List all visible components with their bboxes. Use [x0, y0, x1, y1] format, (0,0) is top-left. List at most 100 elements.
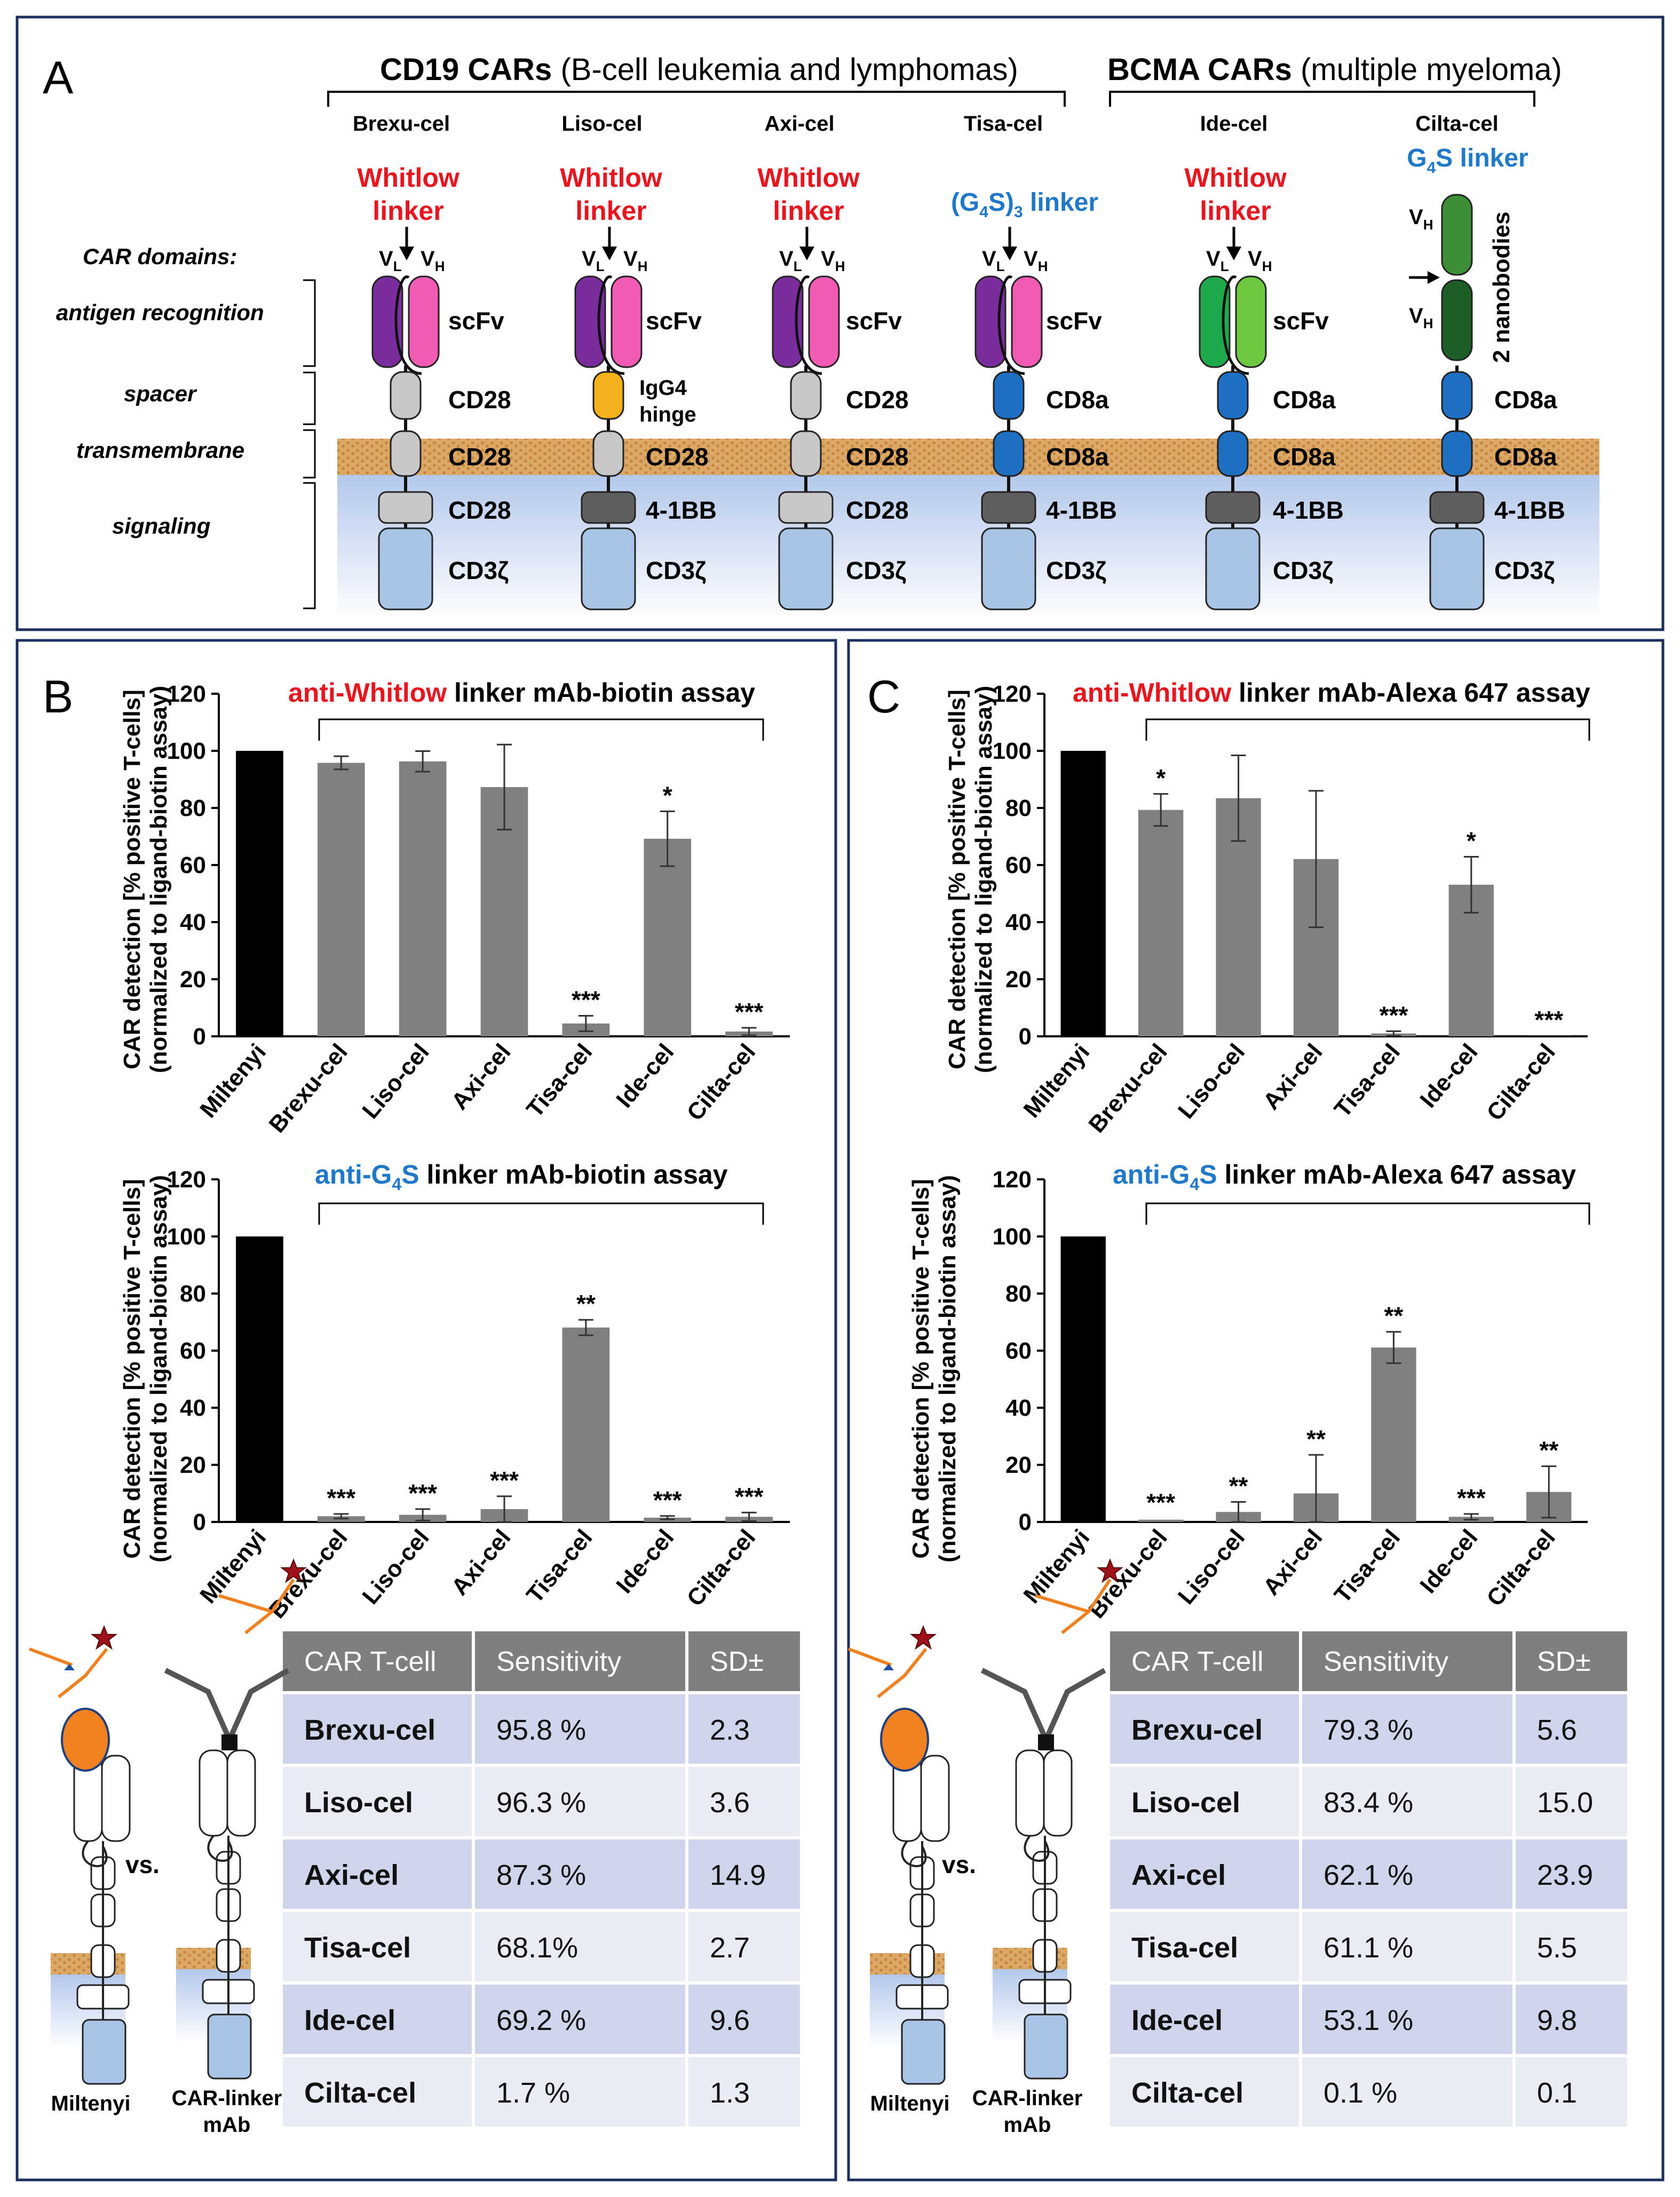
- vh-label: VH: [623, 247, 647, 274]
- product-name-liso-cel: Liso-cel: [561, 112, 642, 136]
- mini-antibody: [58, 1648, 108, 1699]
- significance-label: **: [1539, 1437, 1558, 1464]
- vl-label: VL: [779, 247, 802, 274]
- linker-label: linker: [773, 196, 844, 226]
- vl-domain: [974, 275, 1007, 368]
- recognition-label: scFv: [1273, 307, 1329, 335]
- cd3z-domain: [378, 527, 433, 610]
- signaling-label: 4-1BB: [1494, 496, 1565, 524]
- vl-subscript: L: [393, 258, 402, 274]
- transmembrane-domain: [1217, 430, 1249, 477]
- table-row-label: Brexu-cel: [304, 1714, 435, 1746]
- cd3z-label: CD3ζ: [448, 557, 509, 584]
- x-tick-label: Cilta-cel: [1481, 1039, 1560, 1126]
- cd3z-domain: [581, 527, 636, 610]
- table-header-cell: [475, 1631, 685, 1691]
- y-tick-label: 60: [180, 1338, 206, 1364]
- table-cell: [1302, 1694, 1512, 1764]
- vl-label: VL: [982, 247, 1005, 274]
- comparison-bracket: [318, 718, 764, 741]
- table-cell: [1516, 1985, 1627, 2054]
- y-tick-label: 20: [180, 1452, 206, 1478]
- significance-label: ***: [490, 1466, 519, 1494]
- vl-letter: V: [982, 247, 996, 271]
- y-tick-label: 120: [167, 681, 206, 707]
- significance-label: **: [576, 1290, 596, 1318]
- scfv-linker-loop: [1222, 275, 1249, 375]
- significance-label: **: [1306, 1425, 1326, 1453]
- table-value: 1.3: [710, 2077, 750, 2109]
- y-tick-label: 100: [167, 1224, 206, 1250]
- vl-letter: V: [582, 247, 596, 271]
- significance-label: ***: [1534, 1006, 1563, 1034]
- y-tick-label: 0: [1019, 1024, 1032, 1050]
- x-tick-label: Liso-cel: [1173, 1525, 1250, 1609]
- table-row-label: Liso-cel: [304, 1787, 413, 1819]
- significance-label: *: [663, 781, 672, 809]
- table-cell: [688, 1912, 800, 1981]
- spacer-label: CD8a: [1046, 386, 1109, 414]
- mini-antibody: [1043, 1668, 1106, 1741]
- vh-domain: [408, 275, 440, 368]
- cd3z-domain: [1429, 527, 1485, 610]
- significance-label: ***: [1457, 1484, 1486, 1512]
- y-tick-label: 40: [1005, 909, 1032, 935]
- table-value: 68.1%: [496, 1932, 578, 1964]
- linker-label-part: S): [988, 188, 1014, 217]
- mini-antibody: [164, 1668, 232, 1741]
- table-cell: [1302, 1912, 1512, 1981]
- table-value: 0.1: [1537, 2077, 1577, 2109]
- vl-label: VL: [1206, 247, 1229, 274]
- domain-antigen-recognition: antigen recognition: [56, 300, 264, 325]
- table-cell: [1302, 2057, 1512, 2127]
- table-value: 83.4 %: [1324, 1787, 1413, 1819]
- transmembrane-domain: [390, 430, 422, 477]
- signaling-domain: [1205, 491, 1261, 524]
- x-tick-label: Tisa-cel: [521, 1039, 597, 1122]
- chart-b-top-ylabel-1: CAR detection [% positive T-cells]: [119, 689, 145, 1069]
- mini-cd3z: [207, 2013, 252, 2080]
- table-cell: [475, 1985, 685, 2054]
- comparison-bracket: [1145, 718, 1590, 741]
- product-name-axi-cel: Axi-cel: [764, 112, 834, 136]
- transmembrane-label: CD8a: [1273, 443, 1336, 471]
- y-tick-label: 120: [167, 1167, 206, 1193]
- x-tick-label: Axi-cel: [1258, 1525, 1327, 1600]
- significance-label: ***: [735, 998, 764, 1026]
- cd3z-domain: [778, 527, 834, 610]
- transmembrane-label: CD8a: [1046, 443, 1109, 471]
- vh-letter: V: [1409, 304, 1423, 328]
- bracket-signaling: [303, 482, 316, 609]
- table-row-label: Axi-cel: [1131, 1859, 1226, 1891]
- domain-spacer: spacer: [124, 381, 197, 406]
- table-cell: [283, 1767, 472, 1836]
- table-header-cell: [1516, 1631, 1627, 1691]
- bar-liso-cel: [399, 761, 447, 1036]
- panel-c-letter: C: [867, 671, 900, 723]
- vh-subscript: H: [1038, 258, 1048, 274]
- y-tick-label: 100: [167, 738, 206, 764]
- vl-letter: V: [779, 247, 794, 271]
- spacer-domain: [1441, 371, 1473, 420]
- mini-linker: [1024, 1835, 1050, 1862]
- table-row-label: Liso-cel: [1131, 1787, 1240, 1819]
- table-cell: [1516, 1839, 1627, 1909]
- vh-domain: [808, 275, 840, 368]
- vh-subscript: H: [435, 258, 445, 274]
- table-cell: [688, 1985, 800, 2054]
- table-cell: [1516, 1767, 1627, 1836]
- vh-subscript: H: [1262, 258, 1272, 274]
- y-tick-label: 60: [1005, 852, 1032, 878]
- significance-label: *: [1156, 764, 1166, 792]
- y-tick-label: 0: [193, 1024, 206, 1050]
- table-header-text: CAR T-cell: [1131, 1646, 1264, 1677]
- x-tick-label: Miltenyi: [195, 1039, 271, 1123]
- spacer-domain: [592, 371, 624, 420]
- table-cell: [1302, 1767, 1512, 1836]
- transmembrane-domain: [1441, 430, 1473, 477]
- x-tick-label: Ide-cel: [611, 1039, 679, 1113]
- vh-letter: V: [821, 247, 835, 271]
- bcma-bracket: [1109, 91, 1535, 107]
- bracket-transmembrane: [303, 429, 316, 479]
- transmembrane-label: CD28: [846, 443, 909, 471]
